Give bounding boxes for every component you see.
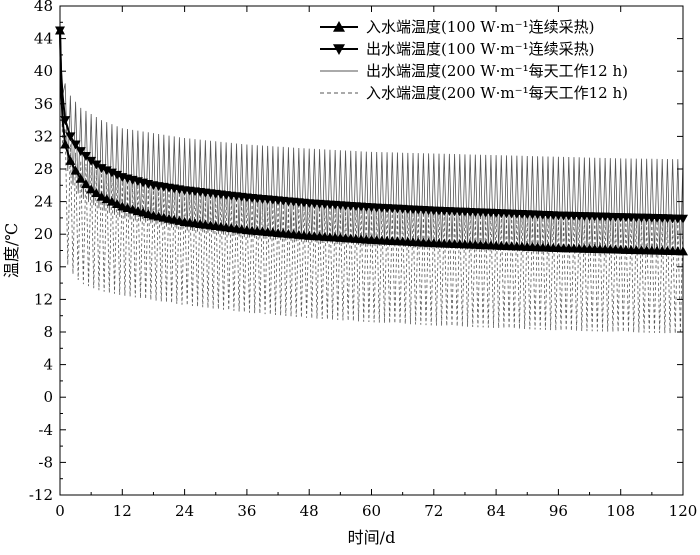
series-0-marker-4	[75, 173, 86, 183]
y-tick-label-16: 16	[34, 258, 53, 276]
series-0-marker-1	[60, 139, 71, 149]
series-1-marker-4	[75, 147, 86, 157]
series-1-marker-5	[80, 151, 91, 161]
x-tick-label-36: 36	[237, 502, 256, 520]
x-tick-label-0: 0	[55, 502, 65, 520]
series-0-marker-8	[96, 191, 107, 201]
series-0-marker-3	[70, 165, 81, 175]
series-1-marker-7	[91, 160, 102, 170]
legend-marker-0	[333, 21, 345, 32]
series-0-marker-7	[91, 188, 102, 198]
series-0-marker-11	[112, 199, 123, 209]
legend-label-1: 出水端温度(100 W·m⁻¹连续采热)	[366, 40, 594, 58]
x-tick-label-84: 84	[487, 502, 506, 520]
series-1-marker-3	[70, 140, 81, 150]
series-0-marker-10	[106, 196, 117, 206]
series-layer	[55, 25, 688, 334]
y-tick-label-40: 40	[34, 62, 53, 80]
y-tick-label-4: 4	[43, 356, 53, 374]
series-1-marker-6	[86, 156, 97, 166]
y-tick-label-48: 48	[34, 0, 53, 15]
y-tick-label-20: 20	[34, 225, 53, 243]
y-tick-label--8: -8	[38, 453, 53, 471]
legend-label-3: 入水端温度(200 W·m⁻¹每天工作12 h)	[366, 84, 628, 102]
y-tick-label-0: 0	[43, 388, 53, 406]
x-tick-label-108: 108	[606, 502, 635, 520]
legend-label-0: 入水端温度(100 W·m⁻¹连续采热)	[366, 18, 594, 36]
y-tick-label--4: -4	[38, 421, 53, 439]
series-1-line	[59, 30, 684, 220]
series-0-marker-9	[101, 194, 112, 204]
y-tick-label-12: 12	[34, 290, 53, 308]
x-tick-label-24: 24	[175, 502, 194, 520]
x-tick-label-96: 96	[549, 502, 568, 520]
series-2-line	[59, 30, 684, 255]
y-tick-label-24: 24	[34, 193, 53, 211]
legend: 入水端温度(100 W·m⁻¹连续采热) 出水端温度(100 W·m⁻¹连续采热)…	[320, 18, 628, 102]
legend-label-2: 出水端温度(200 W·m⁻¹每天工作12 h)	[366, 62, 628, 80]
legend-marker-1	[333, 44, 345, 55]
y-tick-label-28: 28	[34, 160, 53, 178]
y-tick-label-32: 32	[34, 127, 53, 145]
series-0-marker-6	[86, 184, 97, 194]
series-1-marker-2	[65, 132, 76, 142]
x-tick-label-60: 60	[362, 502, 381, 520]
y-tick-label-36: 36	[34, 95, 53, 113]
series-0-marker-2	[65, 155, 76, 165]
x-tick-label-120: 120	[669, 502, 698, 520]
x-axis-title: 时间/d	[348, 528, 396, 547]
x-tick-label-48: 48	[300, 502, 319, 520]
x-tick-label-12: 12	[113, 502, 132, 520]
x-tick-label-72: 72	[424, 502, 443, 520]
series-0-marker-5	[80, 179, 91, 189]
y-tick-label-44: 44	[34, 30, 53, 48]
y-tick-label--12: -12	[29, 486, 53, 504]
series-1-marker-1	[60, 116, 71, 126]
y-tick-label-8: 8	[43, 323, 53, 341]
y-axis-title: 温度/℃	[2, 223, 21, 278]
